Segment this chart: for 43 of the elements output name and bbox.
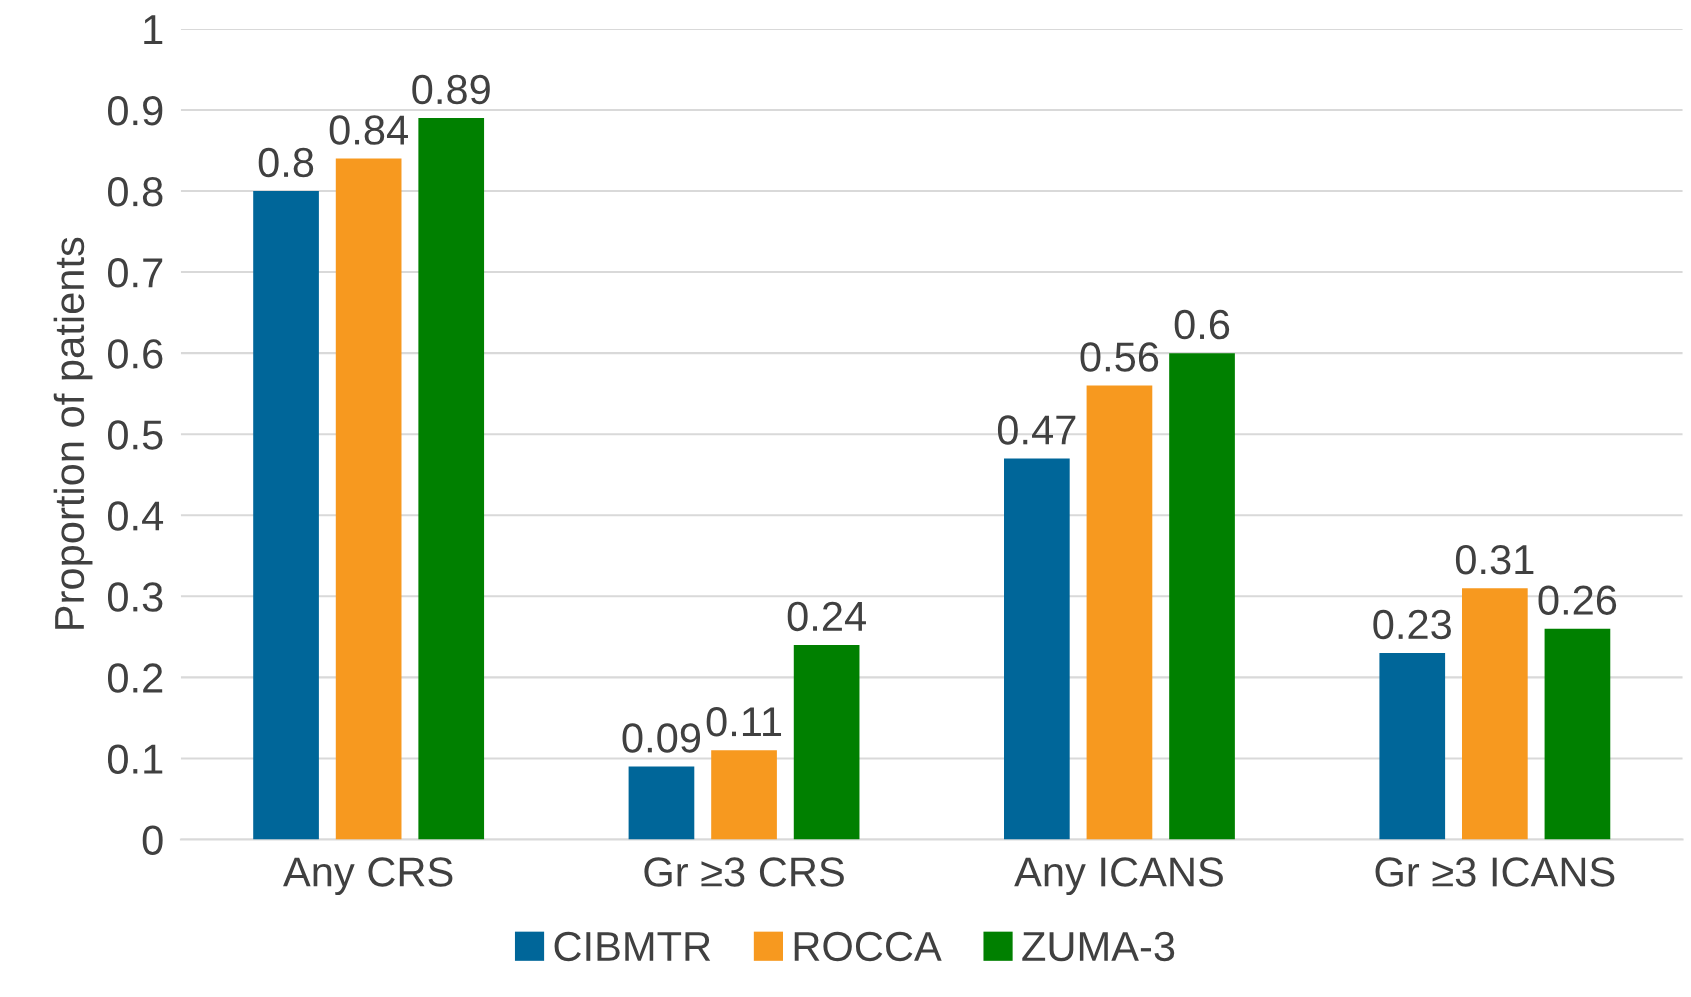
data-label: 0.31 <box>1455 544 1534 575</box>
data-label: 0.09 <box>622 723 701 753</box>
legend-label: ZUMA-3 <box>1022 931 1175 962</box>
y-tick-label: 0.1 <box>107 744 163 774</box>
data-label: 0.24 <box>787 601 866 632</box>
x-tick-label: Any CRS <box>283 857 453 895</box>
y-tick-label: 0.4 <box>107 501 164 531</box>
data-label: 0.89 <box>412 74 490 105</box>
y-tick-label: 0.7 <box>107 258 163 288</box>
bar <box>711 750 777 840</box>
data-label: 0.56 <box>1080 342 1159 372</box>
bar <box>335 158 402 840</box>
y-tick-label: 0 <box>142 825 163 855</box>
bar <box>1086 385 1153 840</box>
legend-label: CIBMTR <box>554 931 711 962</box>
y-axis-title: Proportion of patients <box>53 237 93 629</box>
y-tick-label: 0.2 <box>107 663 163 693</box>
y-tick-label: 0.5 <box>107 420 163 450</box>
bar <box>1169 353 1235 840</box>
bar <box>418 118 485 840</box>
x-tick-label: Gr ≥3 CRS <box>644 857 844 887</box>
y-tick-label: 1 <box>144 15 163 45</box>
bar <box>1462 588 1528 840</box>
data-label: 0.6 <box>1174 309 1230 340</box>
data-label: 0.11 <box>706 707 782 737</box>
y-tick-label: 0.9 <box>107 95 163 126</box>
legend-label: ROCCA <box>794 931 942 962</box>
data-label: 0.26 <box>1538 585 1617 615</box>
x-tick-label: Any ICANS <box>1014 857 1223 895</box>
data-label: 0.47 <box>997 415 1076 445</box>
bar <box>1544 628 1611 840</box>
bar <box>1004 458 1070 840</box>
y-tick-label: 0.6 <box>107 339 163 369</box>
data-label: 0.84 <box>329 115 408 145</box>
bar <box>793 644 860 840</box>
data-label: 0.8 <box>258 147 314 178</box>
x-tick-label: Gr ≥3 ICANS <box>1375 857 1615 887</box>
y-tick-label: 0.8 <box>107 177 163 207</box>
data-label: 0.23 <box>1373 609 1451 640</box>
bar <box>1379 653 1446 840</box>
y-tick-label: 0.3 <box>107 582 163 612</box>
bar <box>253 191 319 840</box>
bar <box>628 766 695 840</box>
